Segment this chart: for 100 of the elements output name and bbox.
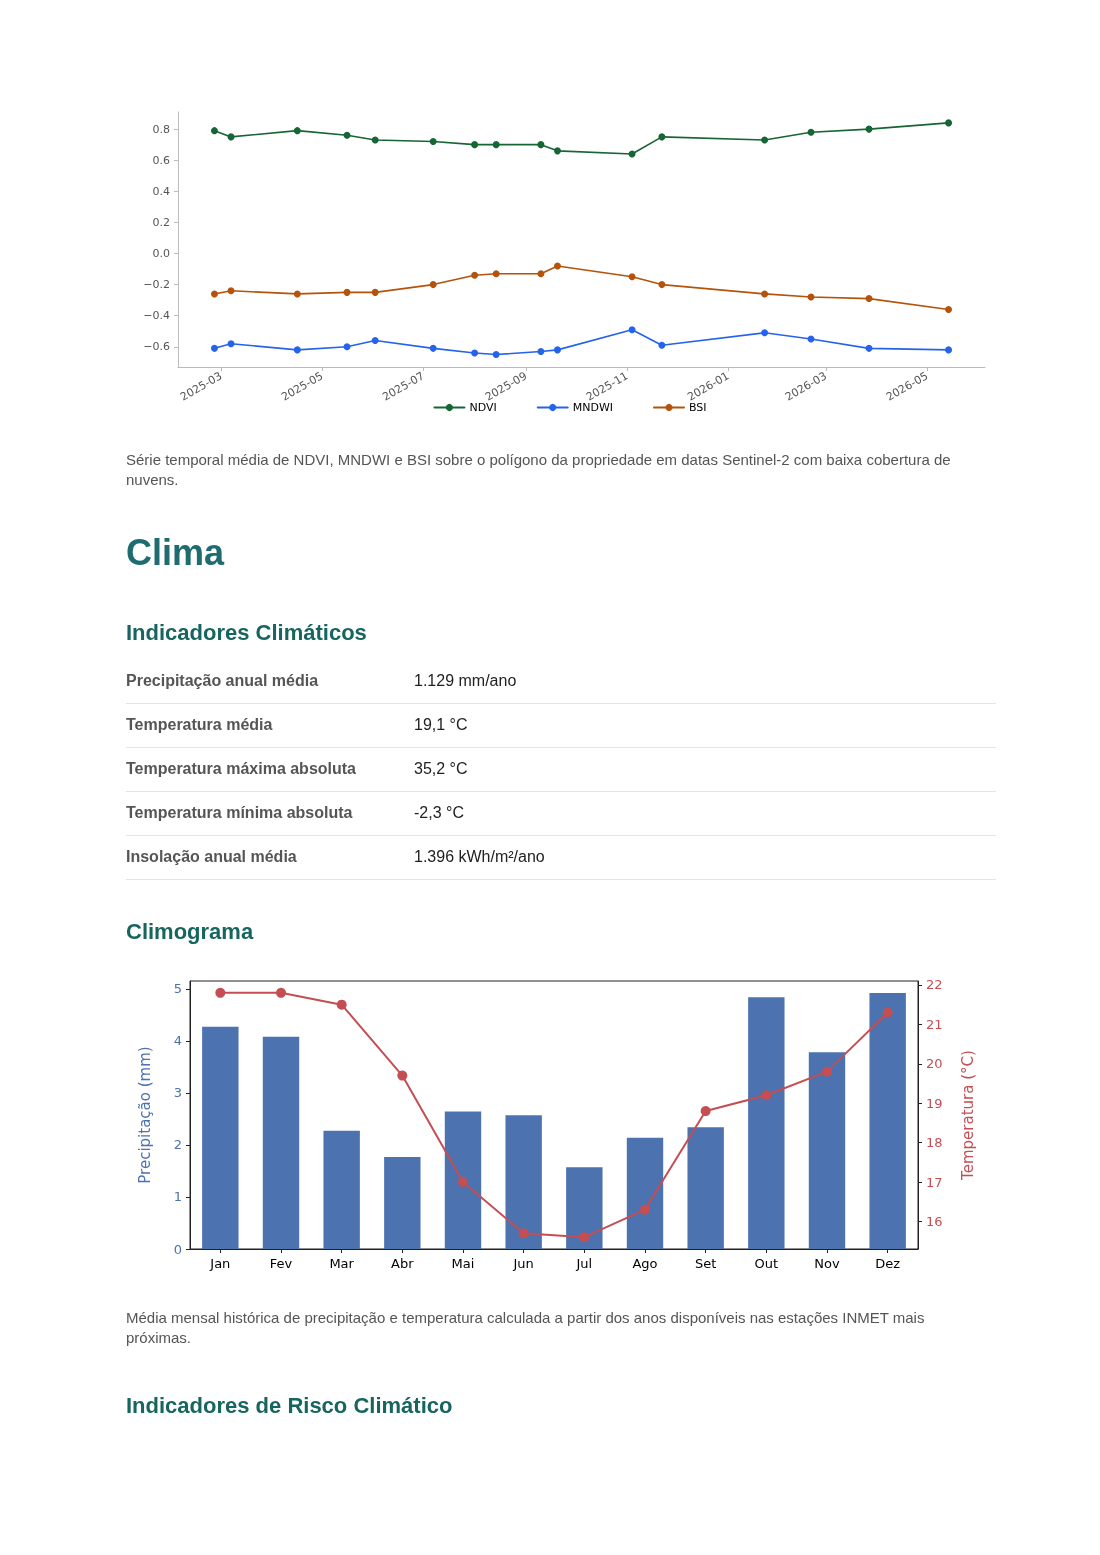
point [537, 270, 545, 278]
point [553, 147, 561, 155]
x-tick-label: Out [754, 1256, 779, 1271]
x-tick-label: Jul [575, 1256, 593, 1271]
point [343, 288, 351, 296]
point [945, 119, 953, 127]
text: 35,2 °C [414, 759, 468, 779]
bar [748, 997, 785, 1249]
bar [505, 1115, 542, 1249]
y2-tick-label: 18 [926, 1135, 943, 1151]
point [628, 273, 636, 281]
text: Clima [126, 531, 225, 575]
y2-tick-label: 20 [926, 1056, 943, 1072]
bar [626, 1137, 664, 1249]
legend-label: MNDWI [572, 401, 613, 414]
y2-axis-title: Temperatura (°C) [958, 1050, 977, 1181]
y-tick-label: 0.0 [152, 246, 170, 260]
point [700, 1106, 711, 1117]
bar [808, 1052, 846, 1249]
y-tick-label: 3 [173, 1085, 182, 1101]
point [336, 999, 347, 1010]
x-tick-label: Abr [391, 1256, 415, 1271]
text: 1.129 mm/ano [414, 671, 517, 691]
point [215, 987, 226, 998]
bar [262, 1036, 300, 1249]
legend-label: BSI [689, 401, 707, 414]
chart-title: Climograma [126, 918, 254, 946]
y-tick-label: 0 [173, 1241, 182, 1257]
point [492, 270, 500, 278]
point [276, 987, 286, 998]
y-tick-label: −0.2 [143, 278, 170, 292]
point [293, 290, 301, 298]
text: Temperatura média [126, 715, 273, 735]
bar [323, 1130, 360, 1249]
x-tick-label: Set [694, 1256, 717, 1271]
bar [202, 1026, 239, 1249]
point [492, 141, 500, 149]
bar [687, 1127, 724, 1249]
point [579, 1232, 590, 1243]
y2-tick-label: 22 [926, 977, 943, 993]
text: Série temporal média de NDVI, MNDWI e BSI sobre o polígono da propriedade em datas Sentinel-2 com baixa cobertura de nuvens. [126, 450, 952, 490]
point [882, 1007, 893, 1018]
point [343, 131, 351, 139]
text: -2,3 °C [414, 803, 464, 823]
text: Temperatura máxima absoluta [126, 759, 357, 779]
y-tick-label: 2 [173, 1137, 182, 1153]
bar [869, 992, 906, 1249]
point [865, 344, 873, 352]
text: 1.396 kWh/m²/ano [414, 847, 545, 867]
point [397, 1070, 408, 1081]
bar [566, 1167, 603, 1249]
point [945, 346, 953, 354]
point [658, 133, 666, 141]
x-tick-label: Dez [875, 1256, 901, 1271]
point [628, 326, 636, 334]
point [822, 1066, 832, 1077]
point [293, 127, 301, 135]
text: 19,1 °C [414, 715, 468, 735]
y-tick-label: −0.6 [143, 340, 170, 354]
point [658, 341, 666, 349]
text: Insolação anual média [126, 847, 297, 867]
point [343, 343, 351, 351]
point [471, 271, 479, 279]
point [761, 1090, 772, 1101]
point [518, 1228, 529, 1239]
point [865, 295, 873, 303]
x-tick-label: Nov [814, 1256, 840, 1271]
x-tick-label: Jan [209, 1256, 231, 1271]
point [761, 329, 769, 337]
point [371, 136, 379, 144]
y2-tick-label: 16 [926, 1213, 943, 1229]
point [640, 1204, 650, 1215]
y-tick-label: 4 [173, 1033, 182, 1049]
text: Indicadores de Risco Climático [126, 1392, 453, 1420]
y2-tick-label: 19 [926, 1095, 943, 1111]
y-tick-label: 1 [173, 1189, 182, 1205]
point [471, 349, 479, 357]
point [537, 141, 545, 149]
x-tick-label: Mar [329, 1256, 355, 1271]
point [553, 346, 561, 354]
point [658, 281, 666, 289]
y-tick-label: 0.2 [152, 215, 170, 229]
x-tick-label: Ago [632, 1256, 658, 1271]
point [945, 305, 953, 313]
point [429, 281, 437, 289]
text: Indicadores Climáticos [126, 619, 367, 647]
point [471, 141, 479, 149]
point [371, 288, 379, 296]
text: Precipitação anual média [126, 671, 319, 691]
point [537, 347, 545, 355]
x-tick-label: Mai [451, 1256, 475, 1271]
point [227, 340, 235, 348]
point [761, 136, 769, 144]
legend-label: NDVI [469, 401, 497, 414]
y-tick-label: −0.4 [143, 309, 170, 323]
point [293, 346, 301, 354]
bar [444, 1111, 482, 1249]
y-tick-label: 0.6 [152, 153, 170, 167]
y2-tick-label: 17 [926, 1174, 943, 1190]
point [761, 290, 769, 298]
